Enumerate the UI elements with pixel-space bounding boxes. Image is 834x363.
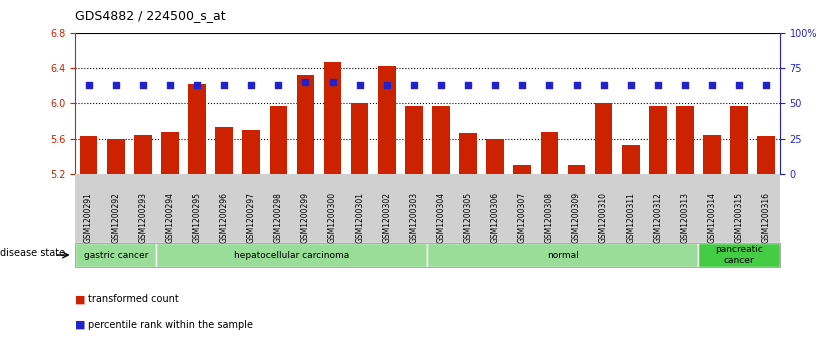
Point	[489, 82, 502, 88]
Text: GSM1200294: GSM1200294	[165, 192, 174, 243]
Point	[543, 82, 556, 88]
Text: GSM1200301: GSM1200301	[355, 192, 364, 243]
Text: GSM1200302: GSM1200302	[382, 192, 391, 243]
Point	[380, 82, 394, 88]
Bar	[514, 166, 531, 174]
Point	[326, 79, 339, 85]
Bar	[80, 136, 98, 174]
Bar	[649, 106, 666, 174]
Point	[163, 82, 177, 88]
Bar	[351, 103, 369, 174]
Bar	[188, 84, 206, 174]
Bar	[676, 106, 694, 174]
Point	[597, 82, 610, 88]
Point	[136, 82, 149, 88]
Text: percentile rank within the sample: percentile rank within the sample	[88, 320, 253, 330]
Point	[272, 82, 285, 88]
Point	[570, 82, 583, 88]
Point	[353, 82, 366, 88]
Text: GSM1200306: GSM1200306	[490, 192, 500, 243]
Point	[760, 82, 773, 88]
Text: GSM1200291: GSM1200291	[84, 192, 93, 243]
Text: GSM1200315: GSM1200315	[735, 192, 744, 243]
Bar	[731, 106, 748, 174]
Point	[706, 82, 719, 88]
Text: GSM1200303: GSM1200303	[409, 192, 419, 243]
Bar	[107, 139, 124, 174]
Text: GSM1200298: GSM1200298	[274, 192, 283, 243]
Text: GSM1200312: GSM1200312	[653, 192, 662, 243]
Text: GSM1200314: GSM1200314	[707, 192, 716, 243]
Bar	[134, 135, 152, 174]
Point	[218, 82, 231, 88]
Text: GSM1200299: GSM1200299	[301, 192, 310, 243]
Text: GSM1200311: GSM1200311	[626, 192, 636, 243]
Text: transformed count: transformed count	[88, 294, 178, 305]
Text: GSM1200304: GSM1200304	[436, 192, 445, 243]
Text: GSM1200293: GSM1200293	[138, 192, 148, 243]
Text: GSM1200313: GSM1200313	[681, 192, 690, 243]
Text: GSM1200292: GSM1200292	[111, 192, 120, 243]
Text: normal: normal	[547, 250, 579, 260]
Text: GSM1200296: GSM1200296	[219, 192, 229, 243]
Point	[244, 82, 258, 88]
Text: ■: ■	[75, 320, 86, 330]
Point	[82, 82, 95, 88]
Text: GSM1200308: GSM1200308	[545, 192, 554, 243]
Bar	[405, 106, 423, 174]
Point	[109, 82, 123, 88]
Bar	[460, 132, 477, 174]
Bar	[378, 66, 395, 174]
Text: GSM1200307: GSM1200307	[518, 192, 527, 243]
Bar	[703, 135, 721, 174]
Text: GSM1200305: GSM1200305	[464, 192, 473, 243]
Bar	[243, 130, 260, 174]
Bar	[324, 62, 341, 174]
Text: GSM1200297: GSM1200297	[247, 192, 256, 243]
Point	[732, 82, 746, 88]
Text: GSM1200295: GSM1200295	[193, 192, 202, 243]
Bar	[269, 106, 287, 174]
Bar	[161, 132, 178, 174]
Text: gastric cancer: gastric cancer	[83, 250, 148, 260]
Bar	[568, 164, 585, 174]
Bar	[540, 132, 558, 174]
Text: disease state: disease state	[0, 248, 65, 258]
Bar	[432, 106, 450, 174]
Text: GSM1200300: GSM1200300	[328, 192, 337, 243]
Point	[435, 82, 448, 88]
Point	[190, 82, 203, 88]
Point	[407, 82, 420, 88]
Text: GSM1200316: GSM1200316	[761, 192, 771, 243]
Bar	[757, 136, 775, 174]
Point	[299, 79, 312, 85]
Bar	[297, 75, 314, 174]
Text: GSM1200310: GSM1200310	[599, 192, 608, 243]
Text: pancreatic
cancer: pancreatic cancer	[716, 245, 763, 265]
Point	[651, 82, 665, 88]
Point	[678, 82, 691, 88]
Point	[515, 82, 529, 88]
Bar	[595, 103, 612, 174]
Bar	[486, 139, 504, 174]
Bar	[622, 145, 640, 174]
Bar	[215, 127, 233, 174]
Point	[461, 82, 475, 88]
Text: GDS4882 / 224500_s_at: GDS4882 / 224500_s_at	[75, 9, 226, 22]
Text: GSM1200309: GSM1200309	[572, 192, 581, 243]
Text: hepatocellular carcinoma: hepatocellular carcinoma	[234, 250, 349, 260]
Point	[624, 82, 637, 88]
Text: ■: ■	[75, 294, 86, 305]
